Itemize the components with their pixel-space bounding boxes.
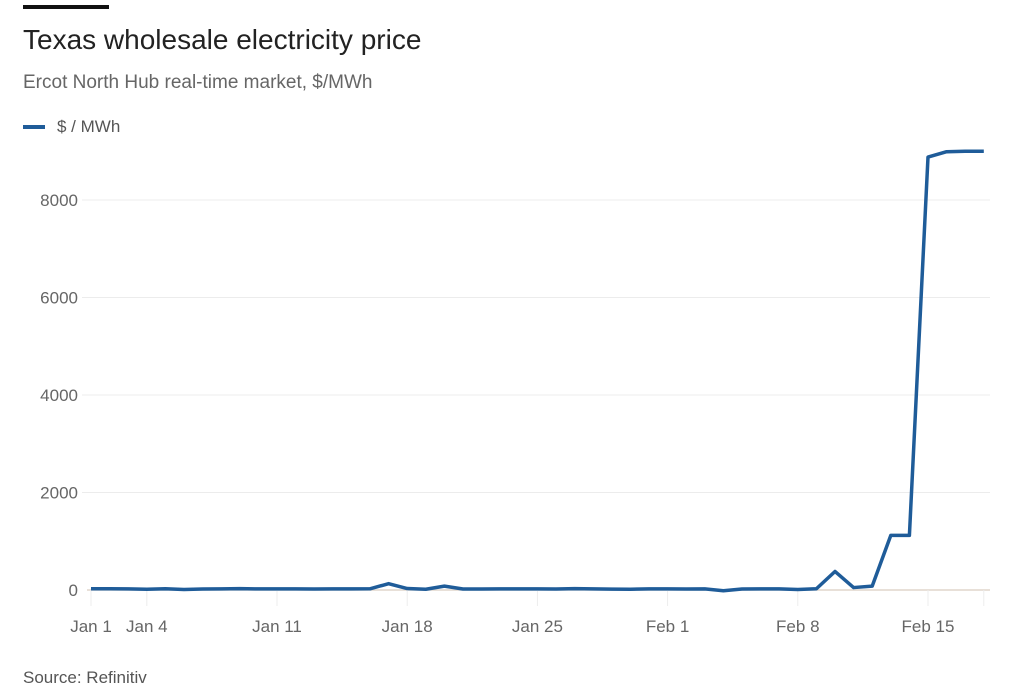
price-line: [91, 149, 984, 593]
x-tick-label: Feb 8: [776, 617, 819, 636]
y-tick-label: 0: [69, 581, 78, 600]
x-tick-label: Jan 1: [70, 617, 112, 636]
legend-label: $ / MWh: [57, 117, 121, 136]
y-tick-label: 6000: [40, 289, 78, 308]
chart-subtitle: Ercot North Hub real-time market, $/MWh: [23, 72, 373, 93]
x-tick-label: Feb 1: [646, 617, 689, 636]
x-tick-label: Jan 18: [382, 617, 433, 636]
y-tick-label: 4000: [40, 386, 78, 405]
source-note: Source: Refinitiv: [23, 668, 147, 687]
x-tick-label: Feb 15: [902, 617, 955, 636]
y-tick-label: 8000: [40, 191, 78, 210]
brand-bar: [23, 5, 109, 9]
x-tick-label: Jan 4: [126, 617, 168, 636]
x-tick-label: Jan 25: [512, 617, 563, 636]
y-tick-label: 2000: [40, 484, 78, 503]
chart-title: Texas wholesale electricity price: [23, 24, 422, 55]
legend: $ / MWh: [23, 117, 120, 137]
x-tick-label: Jan 11: [252, 617, 302, 636]
legend-swatch: [23, 125, 45, 129]
